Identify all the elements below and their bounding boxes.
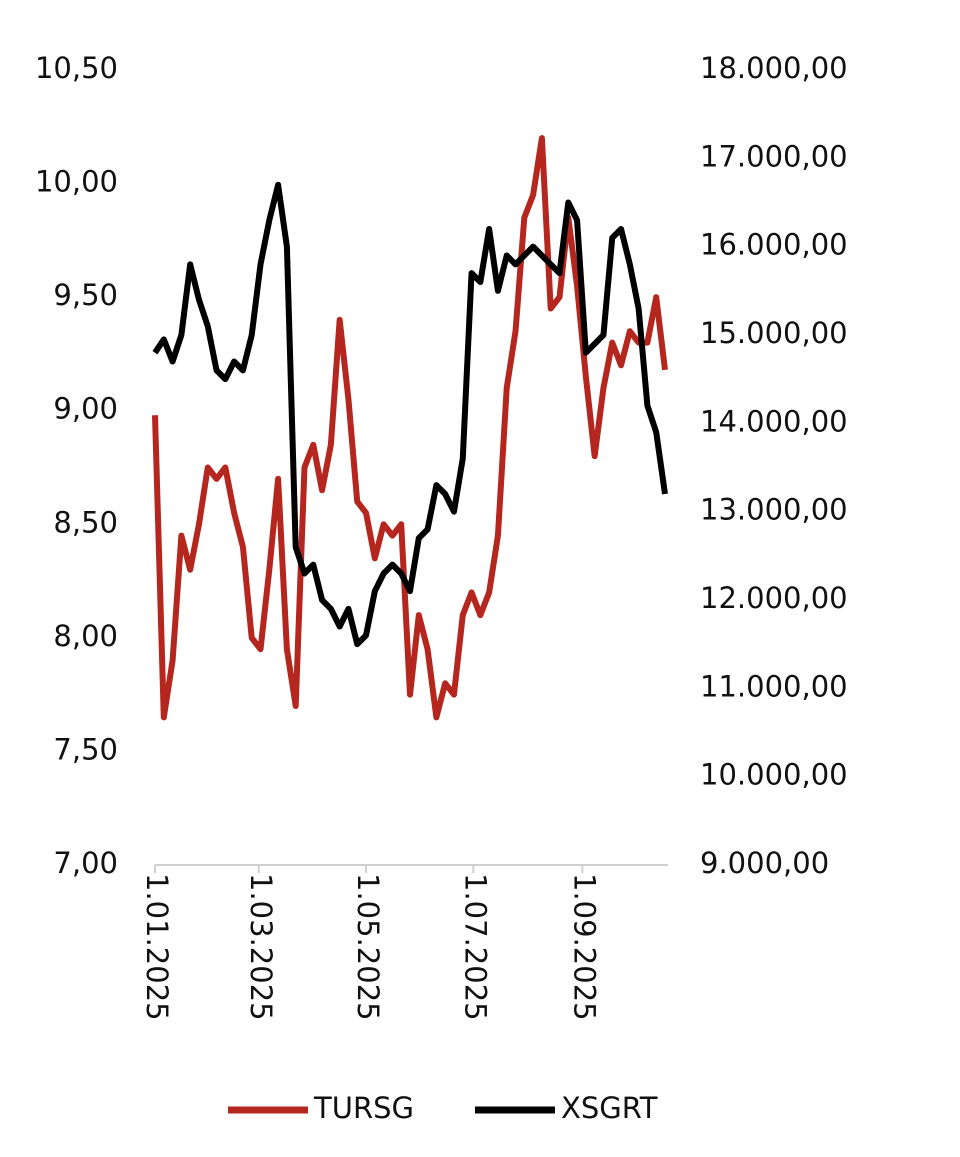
x-tick-label: 1.05.2025 <box>351 873 385 1021</box>
y-tick-label: 8,50 <box>53 505 118 539</box>
y2-tick-label: 18.000,00 <box>700 51 848 85</box>
y2-tick-label: 14.000,00 <box>700 404 848 438</box>
y-tick-label: 7,00 <box>53 846 118 880</box>
y-tick-label: 9,50 <box>53 278 118 312</box>
y-tick-label: 10,50 <box>35 51 118 85</box>
y-tick-label: 10,00 <box>35 165 118 199</box>
y2-tick-label: 15.000,00 <box>700 316 848 350</box>
y2-tick-label: 12.000,00 <box>700 581 848 615</box>
series-line <box>152 181 668 648</box>
legend-label: XSGRT <box>561 1091 658 1125</box>
y2-tick-label: 9.000,00 <box>700 846 829 880</box>
y-tick-label: 7,50 <box>53 732 118 766</box>
series-line <box>152 135 668 721</box>
y-tick-label: 9,00 <box>53 392 118 426</box>
y-tick-label: 8,00 <box>53 619 118 653</box>
y2-tick-label: 17.000,00 <box>700 139 848 173</box>
x-tick-label: 1.09.2025 <box>567 873 601 1021</box>
y2-tick-label: 11.000,00 <box>700 669 848 703</box>
y2-tick-label: 13.000,00 <box>700 493 848 527</box>
x-tick-label: 1.03.2025 <box>244 873 278 1021</box>
legend-label: TURSG <box>313 1091 414 1125</box>
y2-tick-label: 10.000,00 <box>700 758 848 792</box>
x-tick-label: 1.07.2025 <box>458 873 492 1021</box>
y2-tick-label: 16.000,00 <box>700 228 848 262</box>
x-tick-label: 1.01.2025 <box>140 873 174 1021</box>
